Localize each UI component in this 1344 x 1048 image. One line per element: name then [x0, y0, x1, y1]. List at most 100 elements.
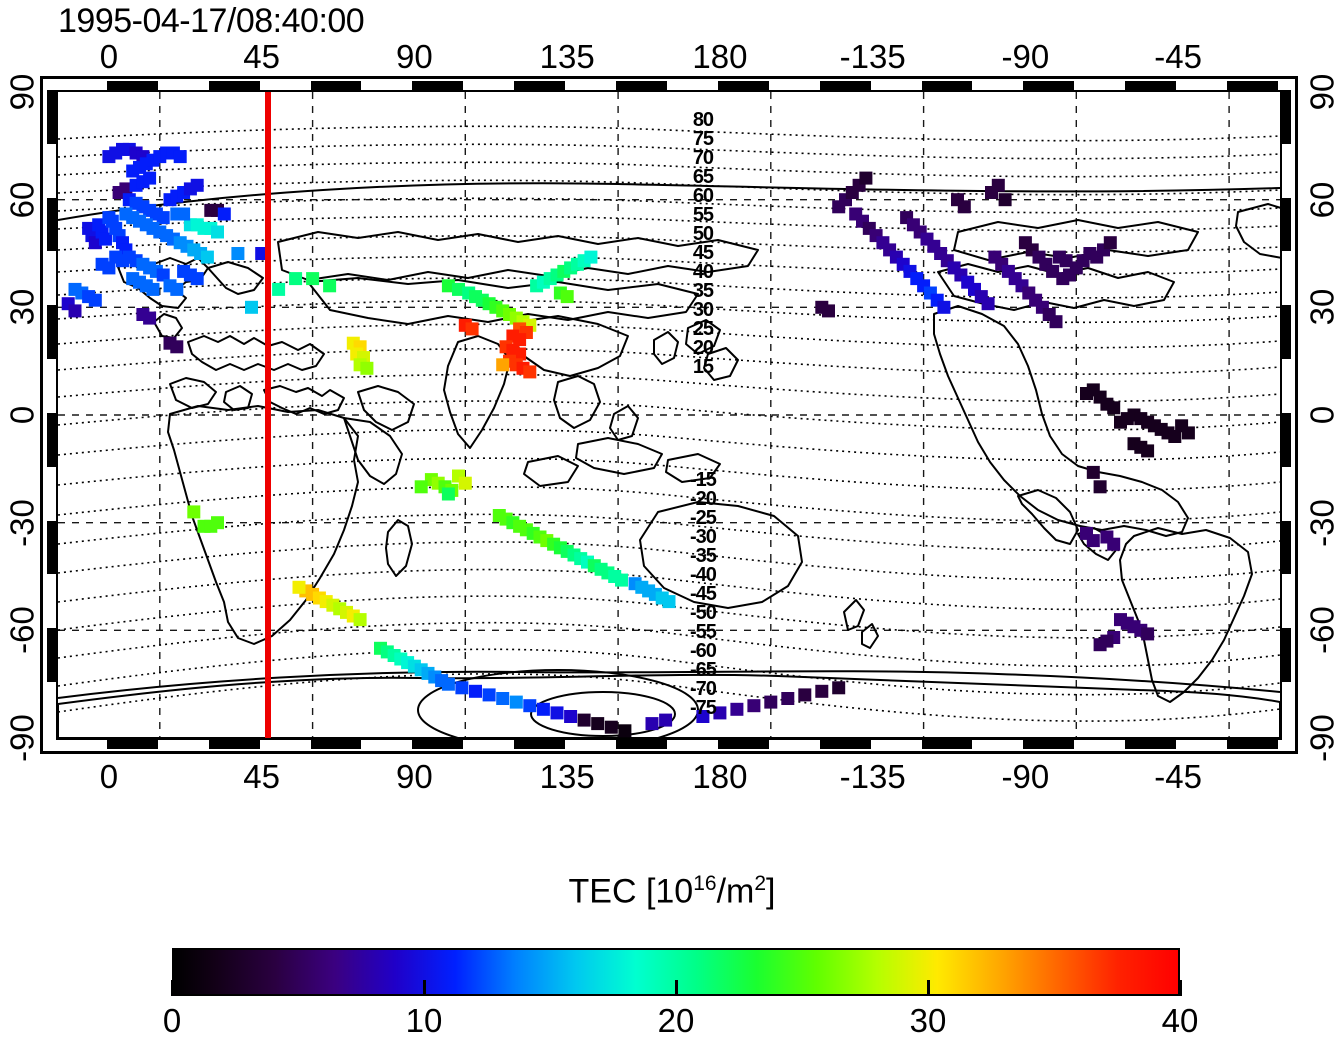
frame-bar-segment [1023, 740, 1075, 749]
y-tick-right: 0 [1303, 405, 1341, 425]
maglat-label: 65 [692, 165, 714, 188]
colorbar-title-close: ] [766, 872, 776, 911]
tec-marker [509, 695, 523, 709]
red-meridian-line [265, 92, 272, 738]
tec-marker [231, 247, 245, 260]
tec-marker [523, 365, 537, 379]
tec-marker [781, 692, 795, 705]
tec-marker [255, 247, 269, 260]
tec-marker [1086, 534, 1100, 548]
tec-marker [170, 340, 184, 354]
tec-marker [170, 282, 184, 296]
maglat-label: 40 [692, 260, 714, 283]
colorbar-exp-16: 16 [693, 872, 717, 895]
tec-marker [68, 304, 82, 318]
x-tick-bottom: 135 [539, 758, 595, 795]
frame-bar-segment [616, 740, 667, 749]
tec-marker [414, 480, 428, 494]
tec-marker [360, 361, 374, 375]
frame-bar-segment [1282, 628, 1291, 683]
maglat-label: 50 [692, 222, 714, 245]
frame-bar-segment [1282, 197, 1291, 252]
frame-bar-segment [47, 520, 56, 575]
tec-marker [187, 505, 201, 519]
y-tick-left: 30 [3, 288, 41, 326]
y-tick-right: 60 [1303, 181, 1341, 219]
tec-marker [604, 720, 618, 734]
magnetic-latitude-contours [58, 125, 1280, 722]
maglat-label: 30 [692, 298, 714, 321]
tec-marker [1168, 430, 1182, 443]
tec-marker [1080, 387, 1093, 400]
maglat-label: -65 [689, 659, 717, 682]
tec-marker [102, 261, 116, 275]
tec-marker [200, 250, 214, 264]
y-tick-right: -60 [1303, 606, 1341, 655]
x-tick-top: -135 [839, 38, 906, 75]
frame-bar-segment [208, 81, 260, 90]
maglat-label: -45 [689, 583, 717, 606]
frame-bar-segment [1125, 740, 1177, 749]
frame-bar-segment [1282, 90, 1291, 144]
tec-marker [713, 706, 727, 720]
tec-marker [217, 207, 231, 221]
maglat-label: 60 [692, 184, 714, 207]
tec-marker [146, 282, 160, 296]
tec-marker [730, 702, 744, 716]
tec-marker [564, 710, 578, 723]
tec-marker [645, 717, 659, 731]
tec-marker [458, 476, 472, 490]
colorbar-tick [927, 980, 930, 996]
tec-marker [469, 684, 482, 698]
maglat-label: -30 [689, 526, 717, 549]
tec-marker [156, 268, 170, 282]
tec-marker [536, 702, 550, 716]
frame-bar-segment [1023, 81, 1075, 90]
y-tick-left: 60 [3, 181, 41, 219]
maglat-label: -55 [689, 621, 717, 644]
frame-bar-segment [921, 740, 973, 749]
maglat-label: 70 [692, 146, 714, 169]
frame-bar-segment [1282, 520, 1291, 575]
map-canvas: 80 75 70 65 60 55 50 45 40 35 30 25 20 15 -15 -20 -25 -30… [56, 90, 1282, 740]
tec-marker [211, 225, 224, 239]
tec-marker [156, 211, 170, 225]
tec-marker [550, 706, 564, 720]
x-tick-bottom: -90 [1001, 758, 1050, 795]
frame-bar-segment [921, 81, 973, 90]
frame-bar-segment [717, 81, 769, 90]
x-tick-bottom: 0 [99, 758, 119, 795]
tec-marker [306, 272, 320, 286]
tec-marker [482, 688, 496, 702]
colorbar-title: TEC [1016/m2] [0, 872, 1344, 911]
frame-bar-segment [47, 90, 56, 144]
tec-marker [832, 681, 846, 695]
tec-marker [696, 710, 710, 723]
tec-marker [88, 293, 102, 307]
colorbar-title-main: TEC [10 [568, 872, 694, 911]
page-title: 1995-04-17/08:40:00 [58, 2, 365, 40]
y-tick-left: 90 [3, 73, 41, 111]
maglat-label: -70 [689, 678, 717, 701]
tec-marker [190, 272, 204, 286]
tec-marker [452, 282, 465, 296]
frame-bar-segment [106, 740, 158, 749]
maglat-label: 20 [692, 336, 714, 359]
tec-marker [1181, 426, 1195, 440]
coastlines [58, 182, 1280, 738]
frame-bar-segment [310, 740, 362, 749]
x-tick-bottom: 90 [396, 758, 433, 795]
maglat-label: 80 [692, 109, 714, 131]
y-tick-left: -90 [3, 714, 41, 762]
x-tick-top: 135 [539, 38, 595, 75]
tec-marker [245, 300, 258, 314]
colorbar-tick-label: 30 [909, 1002, 947, 1039]
colorbar-tick [675, 980, 678, 996]
tec-marker [1141, 627, 1155, 641]
tec-marker [292, 580, 306, 594]
plot-frame-border [40, 76, 1298, 754]
maglat-label: 15 [692, 355, 714, 378]
frame-bar-segment [616, 81, 667, 90]
tec-marker [859, 171, 873, 185]
tec-marker [177, 207, 191, 221]
